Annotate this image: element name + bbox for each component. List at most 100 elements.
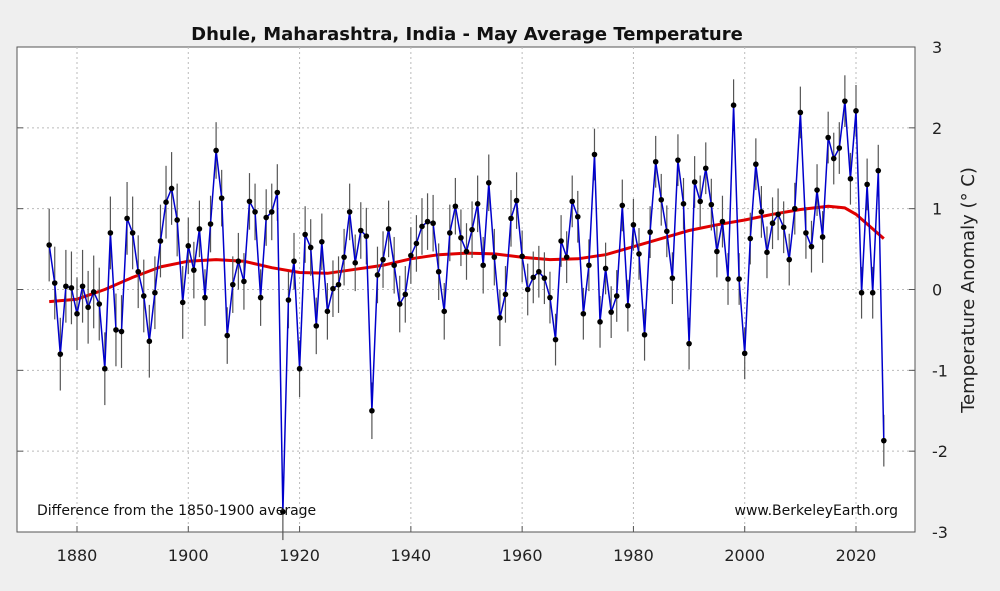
data-point — [157, 238, 164, 244]
data-point — [836, 145, 843, 151]
data-point — [825, 134, 831, 141]
data-point — [385, 226, 392, 232]
y-tick-label: 0 — [932, 281, 942, 300]
data-point — [658, 196, 665, 203]
data-point — [736, 276, 742, 282]
data-point — [313, 323, 320, 329]
data-point — [547, 294, 553, 301]
data-point — [786, 256, 793, 263]
data-point — [307, 244, 314, 251]
data-point — [580, 310, 587, 317]
data-point — [686, 340, 692, 347]
data-point — [79, 283, 86, 290]
data-point — [235, 258, 242, 265]
data-point — [502, 291, 509, 298]
data-point — [363, 233, 370, 239]
data-point — [296, 365, 303, 372]
y-tick-label: -3 — [932, 523, 948, 542]
data-point — [430, 220, 436, 227]
data-point — [697, 198, 703, 205]
data-point — [268, 209, 275, 215]
data-point — [146, 338, 153, 345]
data-point — [881, 437, 887, 444]
data-point — [252, 209, 258, 215]
data-point — [391, 262, 397, 269]
data-point — [680, 201, 687, 207]
data-point — [113, 327, 119, 333]
data-point — [185, 243, 192, 249]
data-point — [335, 281, 342, 288]
x-tick-label: 1940 — [390, 546, 431, 565]
data-point — [374, 272, 381, 278]
data-point — [769, 220, 776, 227]
data-point — [485, 180, 492, 186]
data-point — [74, 310, 80, 317]
data-point — [691, 179, 698, 185]
data-point — [591, 151, 598, 158]
data-point — [129, 230, 136, 236]
data-point — [741, 350, 748, 357]
data-point — [586, 262, 592, 269]
data-point — [90, 289, 97, 295]
data-point — [864, 181, 870, 188]
data-point — [636, 251, 642, 257]
data-point — [858, 289, 865, 296]
data-point — [613, 293, 620, 299]
data-point — [474, 201, 481, 207]
data-point — [452, 203, 459, 210]
data-point — [563, 254, 570, 260]
data-point — [319, 239, 325, 245]
data-point — [469, 226, 475, 233]
data-point — [291, 258, 297, 265]
data-point — [675, 157, 681, 163]
data-point — [753, 161, 759, 168]
data-point — [608, 309, 614, 315]
data-point — [424, 218, 431, 225]
data-point — [513, 197, 520, 204]
data-point — [274, 189, 281, 196]
data-point — [241, 278, 247, 285]
data-point — [463, 248, 470, 255]
data-point — [152, 289, 158, 296]
data-point — [413, 240, 420, 247]
data-point — [380, 256, 386, 263]
data-point — [458, 234, 464, 241]
data-point — [708, 201, 715, 208]
data-point — [163, 199, 169, 205]
data-point — [341, 254, 347, 260]
data-point — [257, 294, 264, 301]
data-point — [402, 291, 409, 298]
data-point — [558, 238, 564, 244]
data-point — [725, 276, 731, 282]
data-point — [218, 195, 225, 201]
x-tick-label: 2000 — [724, 546, 765, 565]
data-point — [330, 285, 336, 292]
data-point — [480, 262, 486, 269]
chart-title: Dhule, Maharashtra, India - May Average … — [191, 24, 743, 45]
data-point — [702, 165, 709, 172]
y-tick-label: -2 — [932, 442, 948, 461]
data-point — [202, 294, 208, 301]
data-point — [207, 221, 214, 227]
data-point — [847, 175, 854, 182]
data-point — [51, 280, 58, 286]
data-point — [68, 285, 75, 291]
data-point — [875, 167, 882, 174]
data-point — [447, 230, 453, 236]
data-point — [224, 332, 231, 339]
data-point — [419, 223, 425, 230]
x-tick-label: 1980 — [613, 546, 654, 565]
data-point — [803, 230, 809, 236]
data-point — [669, 275, 676, 281]
baseline-note: Difference from the 1850-1900 average — [37, 503, 316, 519]
data-point — [324, 308, 331, 315]
data-point — [196, 226, 203, 232]
data-point — [63, 283, 69, 290]
data-point — [280, 508, 286, 515]
data-point — [174, 217, 180, 223]
x-tick-label: 2020 — [836, 546, 877, 565]
data-point — [124, 215, 130, 222]
data-point — [536, 268, 542, 275]
data-point — [140, 293, 147, 299]
y-tick-label: -1 — [932, 361, 948, 380]
